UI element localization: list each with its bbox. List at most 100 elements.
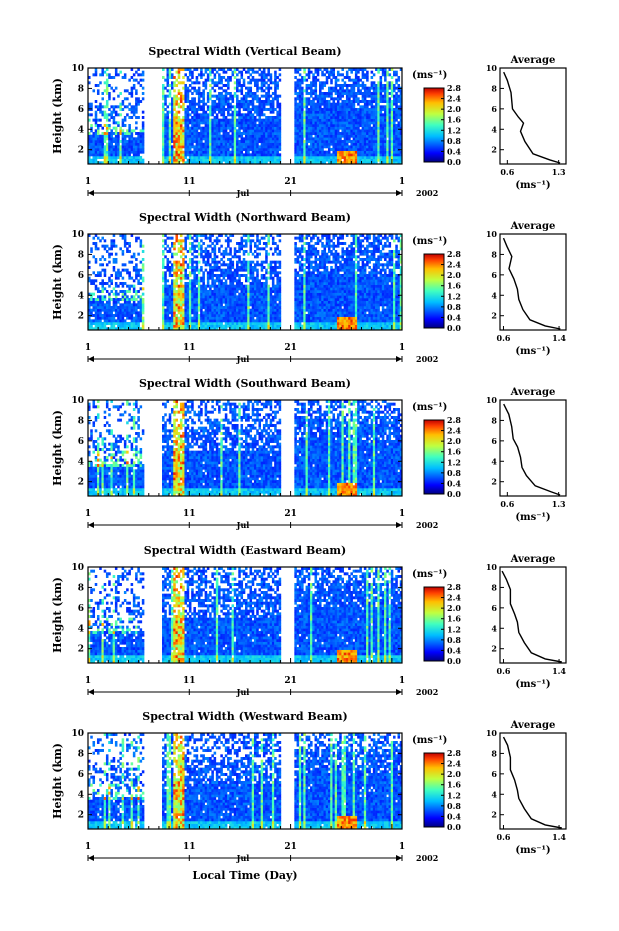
heatmap-cell xyxy=(262,161,266,165)
heatmap-cell xyxy=(330,132,333,135)
heatmap-cell xyxy=(321,108,324,111)
heatmap-cell xyxy=(260,89,264,93)
heatmap-cell xyxy=(92,319,96,323)
heatmap-cell xyxy=(341,129,344,133)
heatmap-cell xyxy=(103,327,107,331)
heatmap-cell xyxy=(361,153,365,157)
heatmap-cell xyxy=(278,68,282,71)
heatmap-cell xyxy=(121,319,125,323)
heatmap-cell xyxy=(162,274,165,277)
heatmap-cell xyxy=(186,327,190,331)
heatmap-cell xyxy=(240,116,244,119)
heatmap-cell xyxy=(229,250,232,253)
heatmap-cell xyxy=(301,137,304,141)
heatmap-cell xyxy=(366,113,369,117)
heatmap-cell xyxy=(132,255,136,259)
heatmap-cell xyxy=(182,97,185,101)
heatmap-cell xyxy=(265,81,268,85)
heatmap-cell xyxy=(209,266,212,269)
heatmap-cell xyxy=(193,140,196,143)
heatmap-cell xyxy=(274,150,277,154)
heatmap-cell xyxy=(366,108,369,111)
heatmap-cell xyxy=(128,298,131,301)
heatmap-cell xyxy=(135,290,138,293)
heatmap-cell xyxy=(388,92,392,95)
heatmap-cell xyxy=(231,105,235,109)
heatmap-cell xyxy=(222,132,226,135)
heatmap-cell xyxy=(395,124,398,127)
heatmap-cell xyxy=(137,274,140,277)
heatmap-cell xyxy=(110,113,113,117)
heatmap-cell xyxy=(271,126,275,130)
heatmap-cell xyxy=(231,140,235,143)
heatmap-cell xyxy=(310,137,313,141)
heatmap-cell xyxy=(166,121,170,125)
heatmap-cell xyxy=(372,94,376,98)
heatmap-cell xyxy=(218,284,221,288)
heatmap-cell xyxy=(222,116,226,119)
heatmap-cell xyxy=(339,84,342,87)
heatmap-cell xyxy=(386,161,389,165)
heatmap-cell xyxy=(182,314,185,317)
heatmap-cell xyxy=(298,81,302,85)
heatmap-cell xyxy=(321,137,324,141)
heatmap-cell xyxy=(126,113,129,117)
heatmap-cell xyxy=(112,260,116,264)
heatmap-cell xyxy=(184,282,187,285)
heatmap-cell xyxy=(269,150,273,154)
heatmap-cell xyxy=(296,68,300,71)
heatmap-cell xyxy=(191,287,194,291)
heatmap-cell xyxy=(135,100,138,103)
heatmap-cell xyxy=(370,142,374,146)
heatmap-cell xyxy=(195,244,199,248)
heatmap-cell xyxy=(305,150,309,154)
heatmap-cell xyxy=(384,94,387,98)
heatmap-cell xyxy=(206,156,210,159)
month-label: Jul xyxy=(236,188,250,198)
heatmap-cell xyxy=(175,279,179,283)
heatmap-cell xyxy=(312,145,315,149)
heatmap-cell xyxy=(341,148,344,151)
heatmap-cell xyxy=(211,145,214,149)
heatmap-cell xyxy=(103,145,107,149)
heatmap-cell xyxy=(135,110,138,114)
heatmap-cell xyxy=(204,153,208,157)
heatmap-cell xyxy=(179,145,183,149)
heatmap-cell xyxy=(327,121,331,125)
heatmap-cell xyxy=(211,100,214,103)
heatmap-cell xyxy=(262,140,266,143)
heatmap-cell xyxy=(370,126,374,130)
heatmap-cell xyxy=(316,140,320,143)
heatmap-cell xyxy=(222,97,226,101)
heatmap-cell xyxy=(386,158,389,162)
heatmap-cell xyxy=(173,97,176,101)
heatmap-cell xyxy=(164,234,167,237)
heatmap-cell xyxy=(227,100,230,103)
heatmap-cell xyxy=(206,145,210,149)
heatmap-cell xyxy=(166,156,170,159)
heatmap-cell xyxy=(110,239,113,243)
heatmap-cell xyxy=(251,148,255,151)
heatmap-cell xyxy=(224,268,228,272)
heatmap-cell xyxy=(135,276,138,280)
heatmap-cell xyxy=(218,150,221,154)
heatmap-cell xyxy=(170,252,174,256)
heatmap-cell xyxy=(191,290,194,293)
heatmap-cell xyxy=(301,134,304,138)
heatmap-cell xyxy=(397,156,401,159)
heatmap-cell xyxy=(366,100,369,103)
heatmap-cell xyxy=(213,239,217,243)
heatmap-cell xyxy=(195,113,199,117)
heatmap-cell xyxy=(182,303,185,307)
heatmap-cell xyxy=(175,266,179,269)
heatmap-cell xyxy=(361,110,365,114)
heatmap-cell xyxy=(182,153,185,157)
heatmap-cell xyxy=(379,142,383,146)
heatmap-cell xyxy=(175,276,179,280)
heatmap-cell xyxy=(314,84,318,87)
heatmap-cell xyxy=(137,102,140,106)
heatmap-cell xyxy=(227,132,230,135)
heatmap-cell xyxy=(112,322,116,325)
heatmap-cell xyxy=(123,282,127,285)
heatmap-cell xyxy=(139,73,143,77)
